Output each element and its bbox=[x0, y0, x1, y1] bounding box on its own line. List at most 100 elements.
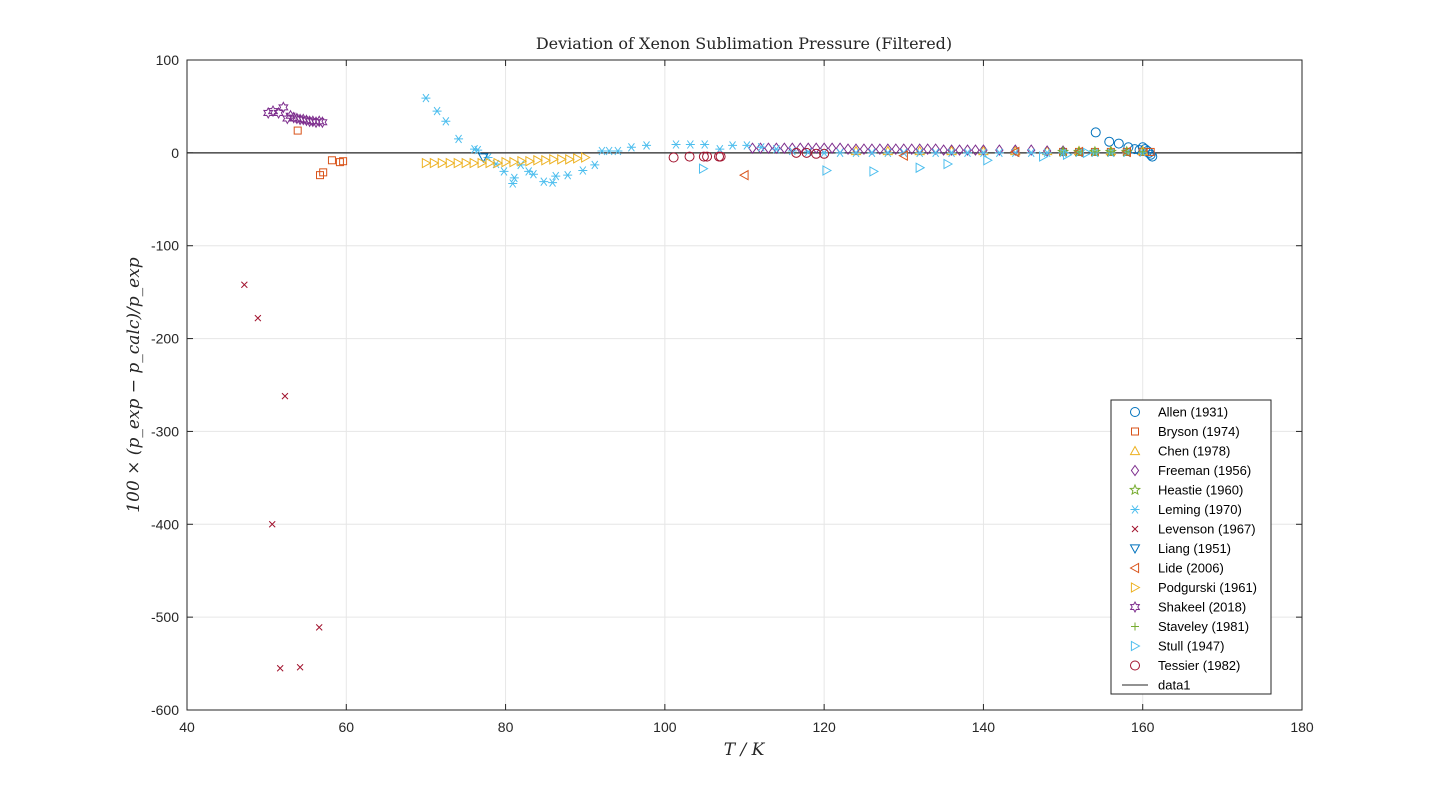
legend-label-lide-2006: Lide (2006) bbox=[1158, 561, 1224, 576]
data-point-freeman-1956 bbox=[811, 142, 821, 155]
data-point-freeman-1956 bbox=[883, 143, 893, 155]
legend-label-stull-1947: Stull (1947) bbox=[1158, 639, 1224, 654]
data-point-leming-1970 bbox=[742, 141, 752, 150]
legend-marker-staveley-1981 bbox=[1131, 622, 1139, 631]
legend-label-levenson-1967: Levenson (1967) bbox=[1158, 522, 1256, 537]
data-point-leming-1970 bbox=[978, 148, 988, 158]
x-axis-label: T / K bbox=[724, 740, 766, 760]
data-point-levenson-1967 bbox=[296, 663, 304, 671]
x-tick-label: 120 bbox=[812, 719, 836, 735]
data-point-shakeel-2018 bbox=[317, 116, 328, 129]
y-tick-label: -300 bbox=[151, 423, 179, 439]
data-point-podgurski-1961 bbox=[461, 157, 472, 169]
series-tessier-1982 bbox=[668, 147, 830, 163]
data-point-staveley-1981 bbox=[1106, 147, 1115, 156]
legend-marker-podgurski-1961 bbox=[1130, 582, 1141, 593]
data-point-tessier-1982 bbox=[684, 151, 695, 162]
y-axis-label: 100 × (p_exp − p_calc)/p_exp bbox=[124, 257, 144, 512]
data-point-freeman-1956 bbox=[827, 142, 837, 155]
x-tick-label: 180 bbox=[1290, 719, 1314, 735]
data-point-leming-1970 bbox=[947, 148, 957, 158]
x-tick-label: 160 bbox=[1131, 719, 1155, 735]
data-point-stull-1947 bbox=[1062, 149, 1073, 161]
y-tick-label: -400 bbox=[151, 516, 179, 532]
data-point-levenson-1967 bbox=[268, 520, 276, 528]
legend-marker-levenson-1967 bbox=[1131, 525, 1139, 533]
data-point-freeman-1956 bbox=[843, 143, 853, 155]
legend-entry-bryson-1974: Bryson (1974) bbox=[1131, 424, 1240, 439]
data-point-leming-1970 bbox=[915, 148, 925, 158]
data-point-leming-1970 bbox=[578, 166, 588, 175]
data-point-leming-1970 bbox=[551, 171, 561, 181]
data-point-leming-1970 bbox=[454, 134, 464, 144]
legend-label-tessier-1982: Tessier (1982) bbox=[1158, 658, 1240, 673]
legend-entry-chen-1978: Chen (1978) bbox=[1129, 444, 1230, 459]
data-point-allen-1931 bbox=[1090, 127, 1101, 138]
data-point-levenson-1967 bbox=[254, 314, 262, 322]
data-point-leming-1970 bbox=[528, 169, 538, 179]
legend-label-bryson-1974: Bryson (1974) bbox=[1158, 424, 1240, 439]
data-point-stull-1947 bbox=[869, 166, 880, 177]
data-point-freeman-1956 bbox=[756, 142, 765, 155]
data-point-freeman-1956 bbox=[748, 142, 757, 155]
y-tick-label: -100 bbox=[151, 238, 179, 254]
y-axis-ticks: -600 -500 -400 -300 -200 -100 0 100 bbox=[151, 52, 1302, 718]
legend-entry-heastie-1960: Heastie (1960) bbox=[1128, 483, 1243, 498]
data-point-levenson-1967 bbox=[240, 281, 248, 289]
data-point-stull-1947 bbox=[698, 163, 709, 174]
data-point-allen-1931 bbox=[1147, 151, 1158, 162]
data-point-tessier-1982 bbox=[715, 151, 726, 162]
data-point-stull-1947 bbox=[1039, 151, 1049, 162]
data-point-leming-1970 bbox=[642, 141, 652, 150]
data-point-lide-2006 bbox=[738, 169, 749, 181]
legend-marker-stull-1947 bbox=[1130, 640, 1141, 652]
data-point-leming-1970 bbox=[432, 106, 442, 116]
data-point-levenson-1967 bbox=[276, 664, 284, 672]
series-liang-1951 bbox=[477, 153, 489, 164]
data-point-podgurski-1961 bbox=[445, 157, 456, 169]
data-point-leming-1970 bbox=[441, 116, 451, 126]
y-tick-label: 0 bbox=[171, 145, 179, 161]
data-point-shakeel-2018 bbox=[282, 112, 293, 125]
data-point-leming-1970 bbox=[509, 173, 519, 183]
data-point-levenson-1967 bbox=[315, 624, 323, 631]
data-point-leming-1970 bbox=[771, 144, 781, 154]
legend-marker-heastie-1960 bbox=[1128, 483, 1142, 496]
data-point-leming-1970 bbox=[994, 148, 1004, 158]
data-point-leming-1970 bbox=[671, 140, 681, 149]
data-point-leming-1970 bbox=[963, 148, 972, 158]
data-point-podgurski-1961 bbox=[501, 156, 512, 168]
data-point-liang-1951 bbox=[477, 153, 489, 164]
data-point-freeman-1956 bbox=[907, 143, 916, 155]
data-point-levenson-1967 bbox=[281, 392, 289, 400]
legend-marker-leming-1970 bbox=[1130, 505, 1140, 514]
legend-entry-freeman-1956: Freeman (1956) bbox=[1130, 463, 1251, 478]
data-point-staveley-1981 bbox=[1090, 147, 1099, 156]
data-point-podgurski-1961 bbox=[533, 154, 543, 166]
legend-marker-shakeel-2018 bbox=[1129, 600, 1141, 614]
x-tick-label: 140 bbox=[972, 719, 996, 735]
data-point-shakeel-2018 bbox=[278, 101, 289, 114]
legend-marker-tessier-1982 bbox=[1130, 660, 1140, 671]
data-point-freeman-1956 bbox=[995, 144, 1004, 156]
data-point-leming-1970 bbox=[421, 93, 431, 103]
data-point-shakeel-2018 bbox=[262, 106, 274, 119]
series-stull-1947 bbox=[698, 147, 1093, 177]
data-point-podgurski-1961 bbox=[525, 155, 535, 167]
data-point-podgurski-1961 bbox=[517, 155, 528, 167]
data-point-tessier-1982 bbox=[819, 148, 830, 159]
legend-label-podgurski-1961: Podgurski (1961) bbox=[1158, 580, 1257, 595]
data-point-podgurski-1961 bbox=[493, 157, 504, 169]
data-point-freeman-1956 bbox=[891, 143, 901, 155]
data-point-podgurski-1961 bbox=[541, 154, 551, 166]
legend-label-leming-1970: Leming (1970) bbox=[1158, 502, 1242, 517]
legend-marker-lide-2006 bbox=[1129, 562, 1140, 574]
legend-marker-liang-1951 bbox=[1129, 544, 1141, 555]
data-point-freeman-1956 bbox=[899, 143, 909, 155]
legend-marker-chen-1978 bbox=[1129, 445, 1141, 456]
data-point-tessier-1982 bbox=[811, 148, 822, 159]
data-point-leming-1970 bbox=[604, 146, 614, 156]
data-point-podgurski-1961 bbox=[549, 154, 559, 165]
data-point-leming-1970 bbox=[819, 148, 829, 158]
